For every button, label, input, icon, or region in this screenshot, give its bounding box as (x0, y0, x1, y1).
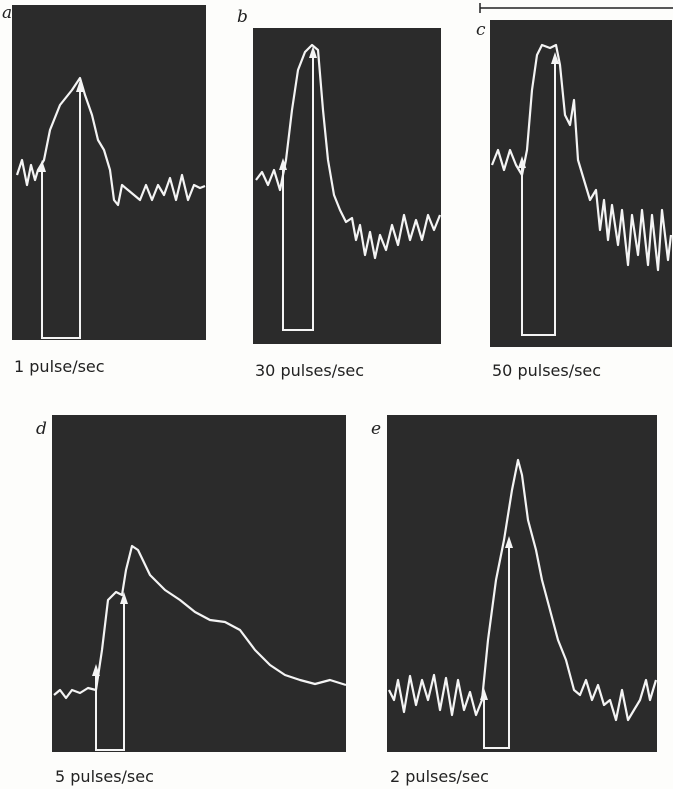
panel-letter: a (2, 3, 12, 23)
panel: e 2 pulses/sec (371, 415, 657, 786)
panel-letter: c (476, 20, 486, 40)
panel-caption: 50 pulses/sec (492, 361, 601, 380)
scope-screen (387, 415, 657, 752)
panel: d 5 pulses/sec (36, 415, 346, 786)
panel-caption: 1 pulse/sec (14, 357, 105, 376)
scale-bar (480, 3, 673, 13)
panel-letter: b (237, 7, 248, 27)
panel-caption: 30 pulses/sec (255, 361, 364, 380)
panel-letter: e (371, 419, 381, 439)
panel-letter: d (36, 419, 47, 439)
panel-caption: 2 pulses/sec (390, 767, 489, 786)
scope-screen (490, 20, 672, 347)
figure: a 1 pulse/sec b 30 pulses/sec c 50 pulse… (0, 0, 673, 789)
panel: c 50 pulses/sec (476, 20, 672, 380)
panel: a 1 pulse/sec (2, 3, 206, 376)
panel: b 30 pulses/sec (237, 7, 441, 380)
panel-caption: 5 pulses/sec (55, 767, 154, 786)
